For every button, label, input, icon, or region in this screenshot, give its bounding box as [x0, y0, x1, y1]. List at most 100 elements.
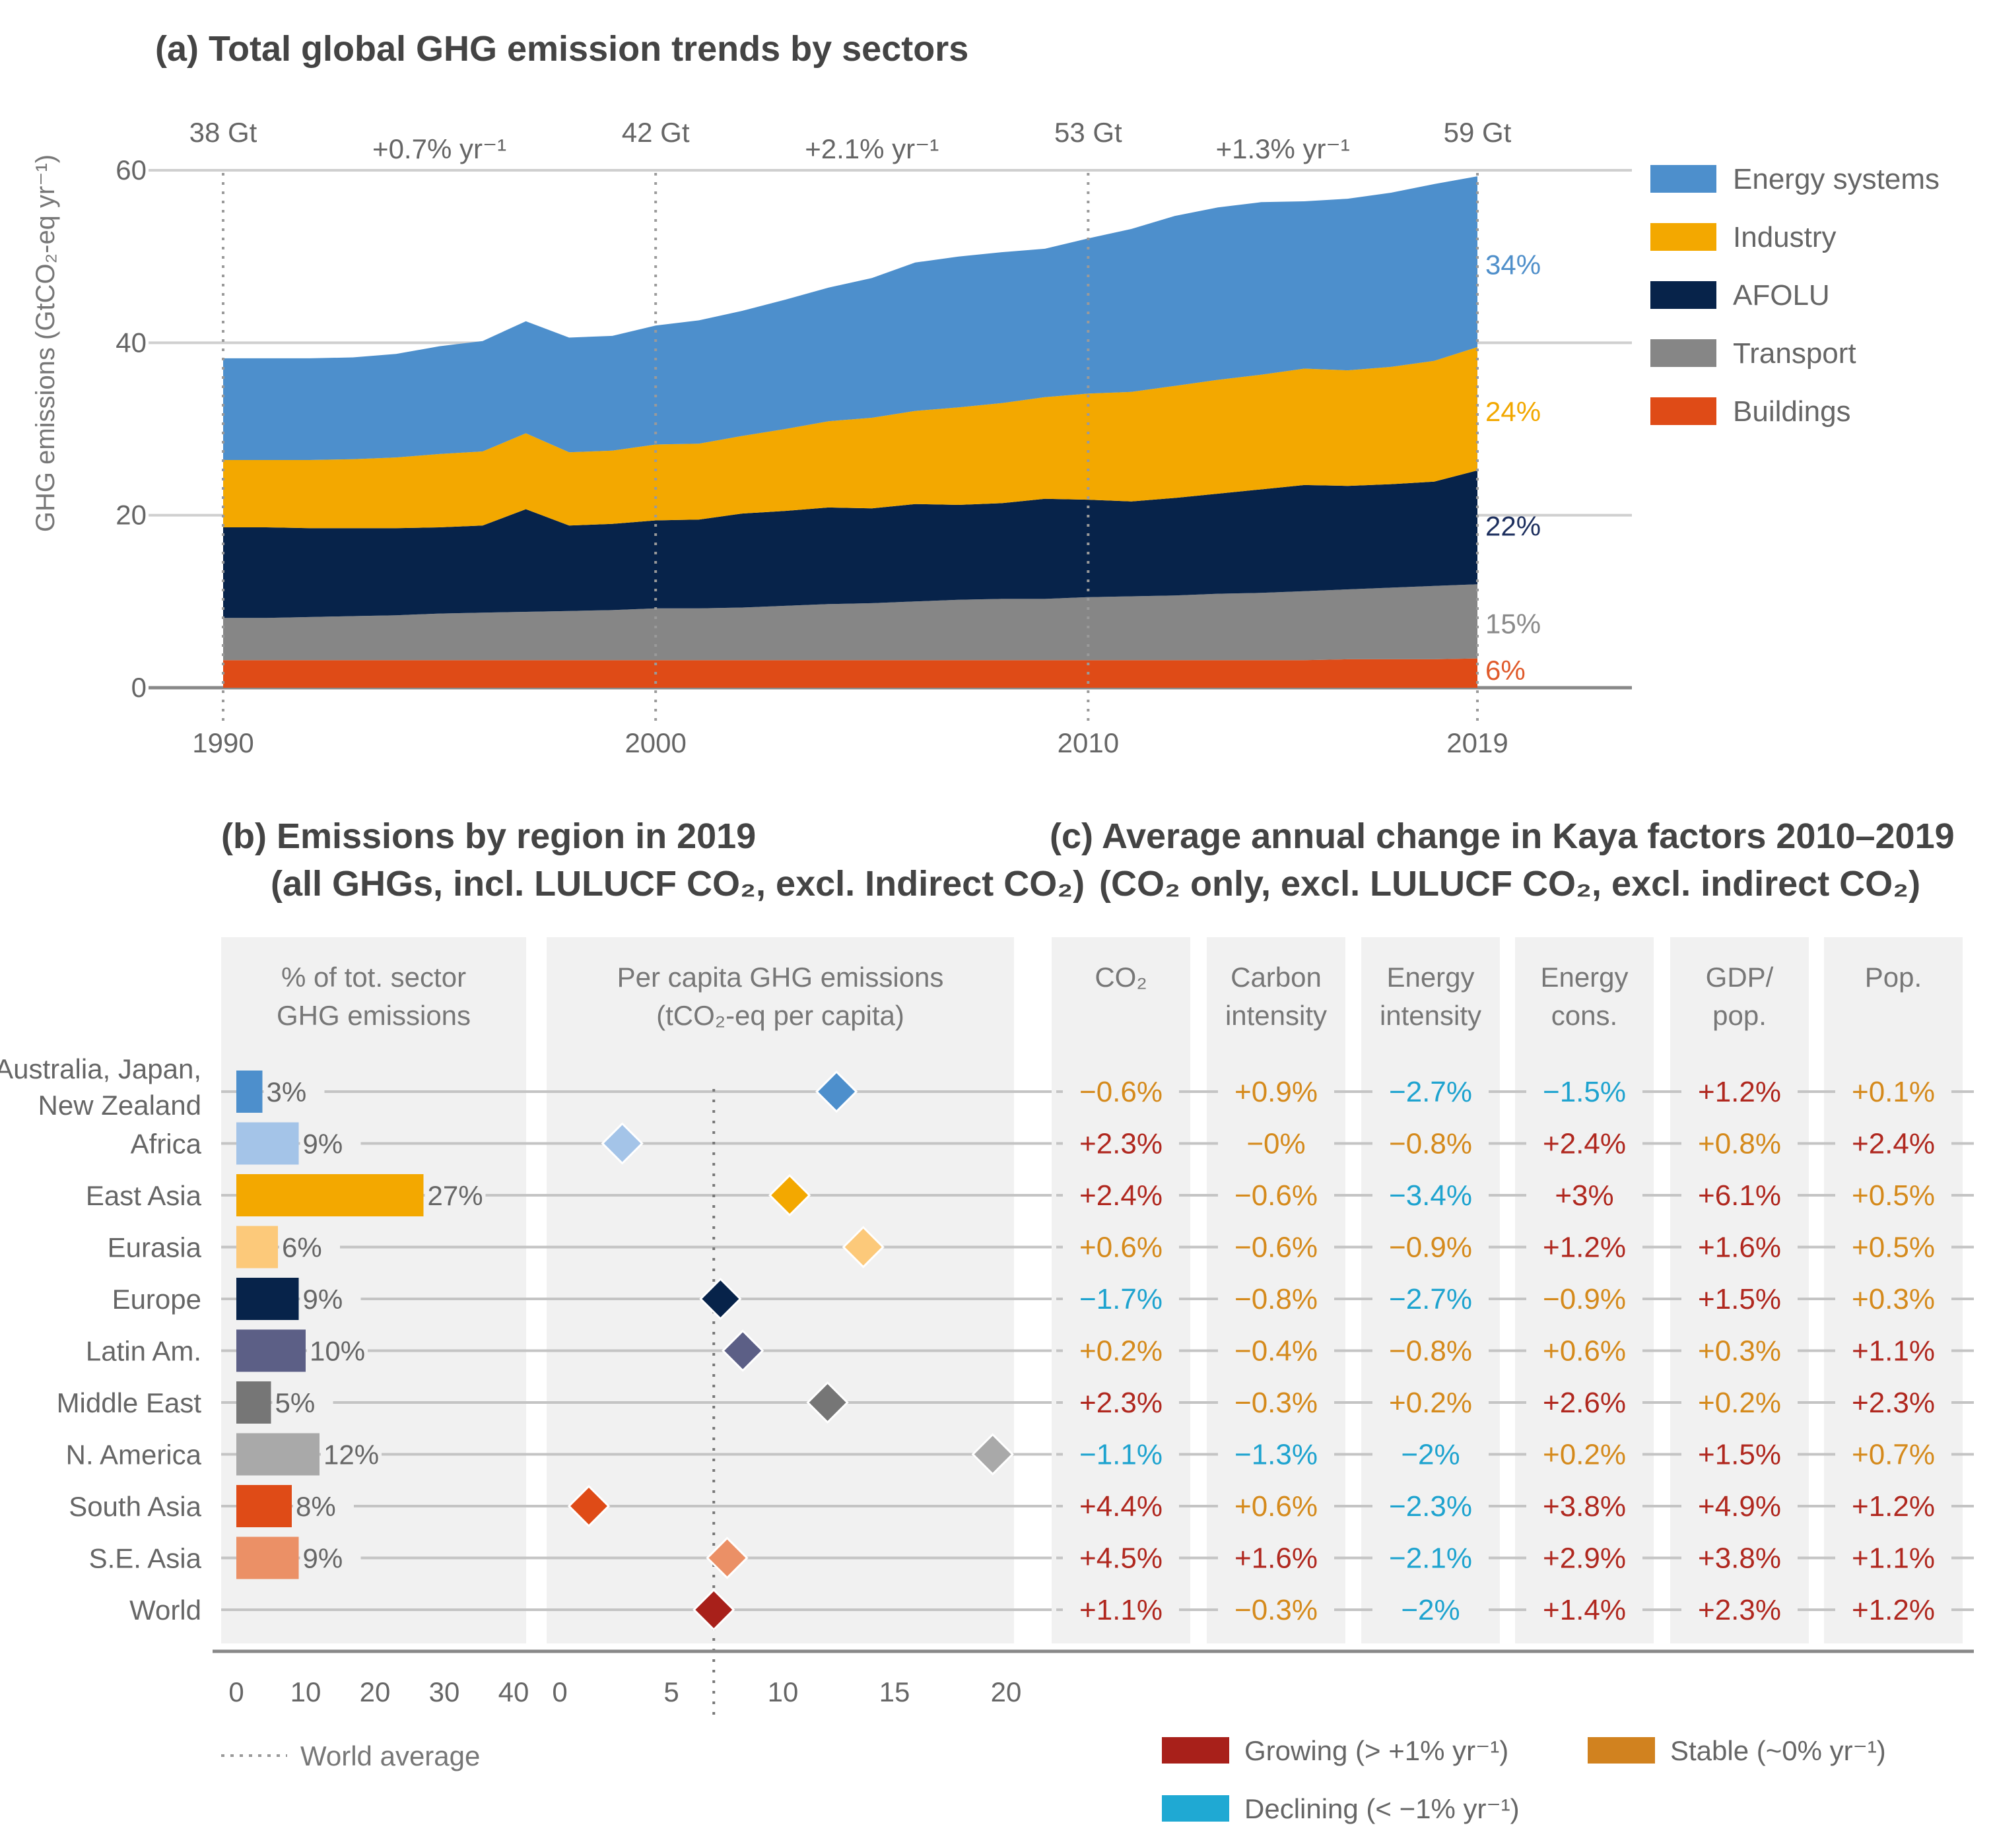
kaya-cell-bg-europe-3 — [1372, 1282, 1489, 1316]
kaya-cell-bg-east-asia-2 — [1218, 1178, 1334, 1212]
region-label-n-america: N. America — [66, 1439, 202, 1470]
panel-b-title-line2: (all GHGs, incl. LULUCF CO₂, excl. Indir… — [271, 864, 1085, 904]
kaya-cell-bg-eurasia-6 — [1835, 1230, 1951, 1265]
legend-label-buildings: Buildings — [1733, 395, 1851, 428]
bar-label-east-asia: 27% — [428, 1180, 483, 1211]
milestone-total-2010: 53 Gt — [1054, 117, 1122, 148]
kaya-cell-bg-east-asia-3 — [1372, 1178, 1489, 1212]
region-label-world: World — [129, 1595, 201, 1626]
kaya-cell-europe-3: −2.7% — [1389, 1283, 1472, 1315]
panel-c-title-line1: (c) Average annual change in Kaya factor… — [1050, 816, 1955, 856]
kaya-cell-bg-south-asia-2 — [1218, 1489, 1334, 1523]
kaya-cell-bg-middle-east-6 — [1835, 1385, 1951, 1420]
bar-label-eurasia: 6% — [282, 1232, 322, 1263]
kaya-legend-label-declining: Declining (< −1% yr⁻¹) — [1244, 1793, 1520, 1824]
share-label-3: 22% — [1485, 511, 1541, 542]
panel-a-x-ticks: 1990 2000 2010 2019 — [192, 727, 1508, 758]
kaya-cell-latin-am-5: +0.3% — [1698, 1335, 1781, 1368]
bar-label-europe: 9% — [303, 1284, 343, 1315]
panel-b-col1-header-1: % of tot. sector — [281, 962, 466, 993]
kaya-cell-bg-middle-east-5 — [1681, 1385, 1798, 1420]
region-label-latin-am: Latin Am. — [86, 1336, 201, 1367]
kaya-cell-s-e-asia-6: +1.1% — [1852, 1542, 1935, 1575]
kaya-cell-middle-east-3: +0.2% — [1389, 1387, 1472, 1419]
kaya-cell-world-5: +2.3% — [1698, 1594, 1781, 1626]
kaya-cell-south-asia-5: +4.9% — [1698, 1490, 1781, 1523]
kaya-cell-europe-2: −0.8% — [1234, 1283, 1318, 1315]
kaya-cell-n-america-2: −1.3% — [1234, 1439, 1318, 1471]
bar-east-asia — [236, 1174, 424, 1216]
kaya-cell-bg-latin-am-1 — [1063, 1333, 1179, 1368]
diamond-n-america — [971, 1433, 1014, 1476]
bar-label-latin-am: 10% — [310, 1336, 365, 1367]
kaya-cell-bg-europe-2 — [1218, 1282, 1334, 1316]
kaya-cell-bg-s-e-asia-6 — [1835, 1540, 1951, 1575]
x-tick-2000: 2000 — [625, 727, 686, 758]
kaya-cell-bg-s-e-asia-1 — [1063, 1540, 1179, 1575]
kaya-cell-latin-am-3: −0.8% — [1389, 1335, 1472, 1368]
panel-c-legend: Growing (> +1% yr⁻¹) Stable (~0% yr⁻¹) Dec… — [1162, 1735, 1886, 1824]
diamond-eurasia — [842, 1226, 885, 1269]
region-label-australia-1: Australia, Japan, — [0, 1053, 201, 1084]
scatter-x-tick-5: 5 — [663, 1676, 679, 1707]
region-label-south-asia: South Asia — [69, 1491, 201, 1522]
kaya-cell-bg-middle-east-4 — [1526, 1385, 1642, 1420]
kaya-cell-world-1: +1.1% — [1079, 1594, 1163, 1626]
legend-label-afolu: AFOLU — [1733, 279, 1830, 312]
bar-s-e-asia — [236, 1536, 299, 1579]
panel-a: (a) Total global GHG emission trends by … — [31, 29, 1940, 758]
diamond-south-asia — [567, 1484, 611, 1528]
legend-label-industry: Industry — [1733, 221, 1837, 253]
area-transport — [223, 584, 1477, 661]
region-label-middle-east: Middle East — [57, 1387, 202, 1418]
bar-label-bg-south-asia — [293, 1490, 354, 1522]
kaya-cell-europe-6: +0.3% — [1852, 1283, 1935, 1315]
kaya-header-5-2: pop. — [1712, 1000, 1767, 1031]
kaya-cell-bg-middle-east-3 — [1372, 1385, 1489, 1420]
bar-label-bg-africa — [300, 1127, 361, 1160]
kaya-cell-s-e-asia-4: +2.9% — [1543, 1542, 1626, 1575]
panel-c-column-backgrounds — [1052, 937, 1963, 1643]
panel-c-title-line2: (CO₂ only, excl. LULUCF CO₂, excl. indir… — [1099, 864, 1920, 904]
kaya-cell-middle-east-6: +2.3% — [1852, 1387, 1935, 1419]
kaya-legend-swatch-growing — [1162, 1737, 1229, 1764]
panel-b-col2-header-2: (tCO₂-eq per capita) — [656, 1000, 904, 1031]
kaya-cell-bg-s-e-asia-4 — [1526, 1540, 1642, 1575]
kaya-cell-south-asia-2: +0.6% — [1234, 1490, 1318, 1523]
scatter-x-tick-15: 15 — [879, 1676, 910, 1707]
kaya-cell-bg-world-3 — [1372, 1593, 1489, 1627]
kaya-header-4-2: cons. — [1551, 1000, 1617, 1031]
share-label-1: 34% — [1485, 249, 1541, 280]
panel-b-bar-x-ticks: 0 10 20 30 40 — [228, 1676, 529, 1707]
kaya-cell-bg-south-asia-1 — [1063, 1489, 1179, 1523]
kaya-cell-europe-4: −0.9% — [1543, 1283, 1626, 1315]
kaya-cell-bg-europe-1 — [1063, 1282, 1179, 1316]
kaya-cell-bg-latin-am-4 — [1526, 1333, 1642, 1368]
kaya-cell-n-america-6: +0.7% — [1852, 1439, 1935, 1471]
kaya-cell-australia-japan-new-zealand-3: −2.7% — [1389, 1076, 1472, 1108]
share-label-2: 24% — [1485, 396, 1541, 427]
kaya-cell-australia-japan-new-zealand-1: −0.6% — [1079, 1076, 1163, 1108]
kaya-cell-bg-world-5 — [1681, 1593, 1798, 1627]
diamond-africa — [601, 1122, 644, 1165]
world-average-legend-label: World average — [300, 1740, 480, 1771]
kaya-cell-eurasia-5: +1.6% — [1698, 1232, 1781, 1264]
bar-x-tick-30: 30 — [429, 1676, 460, 1707]
bar-australia-japan-new-zealand — [236, 1071, 263, 1113]
kaya-cell-east-asia-2: −0.6% — [1234, 1179, 1318, 1212]
panel-a-legend: Energy systems Industry AFOLU Transport Buil… — [1650, 163, 1940, 428]
kaya-cell-africa-2: −0% — [1246, 1128, 1305, 1160]
kaya-cell-bg-africa-1 — [1063, 1126, 1179, 1161]
share-label-5: 6% — [1485, 655, 1526, 686]
diamond-europe — [699, 1277, 742, 1321]
region-label-east-asia: East Asia — [86, 1180, 202, 1211]
panel-c-column-headers: CO₂ Carbon intensity Energy intensity Energy c… — [1095, 962, 1922, 1031]
diamond-world — [692, 1588, 735, 1632]
kaya-cell-australia-japan-new-zealand-2: +0.9% — [1234, 1076, 1318, 1108]
kaya-cell-africa-3: −0.8% — [1389, 1128, 1472, 1160]
bar-label-bg-europe — [300, 1283, 361, 1315]
kaya-cell-bg-australia-japan-new-zealand-4 — [1526, 1074, 1642, 1109]
legend-swatch-energy-systems — [1650, 165, 1716, 193]
panel-a-areas — [223, 176, 1477, 688]
y-tick-0: 0 — [131, 672, 147, 703]
